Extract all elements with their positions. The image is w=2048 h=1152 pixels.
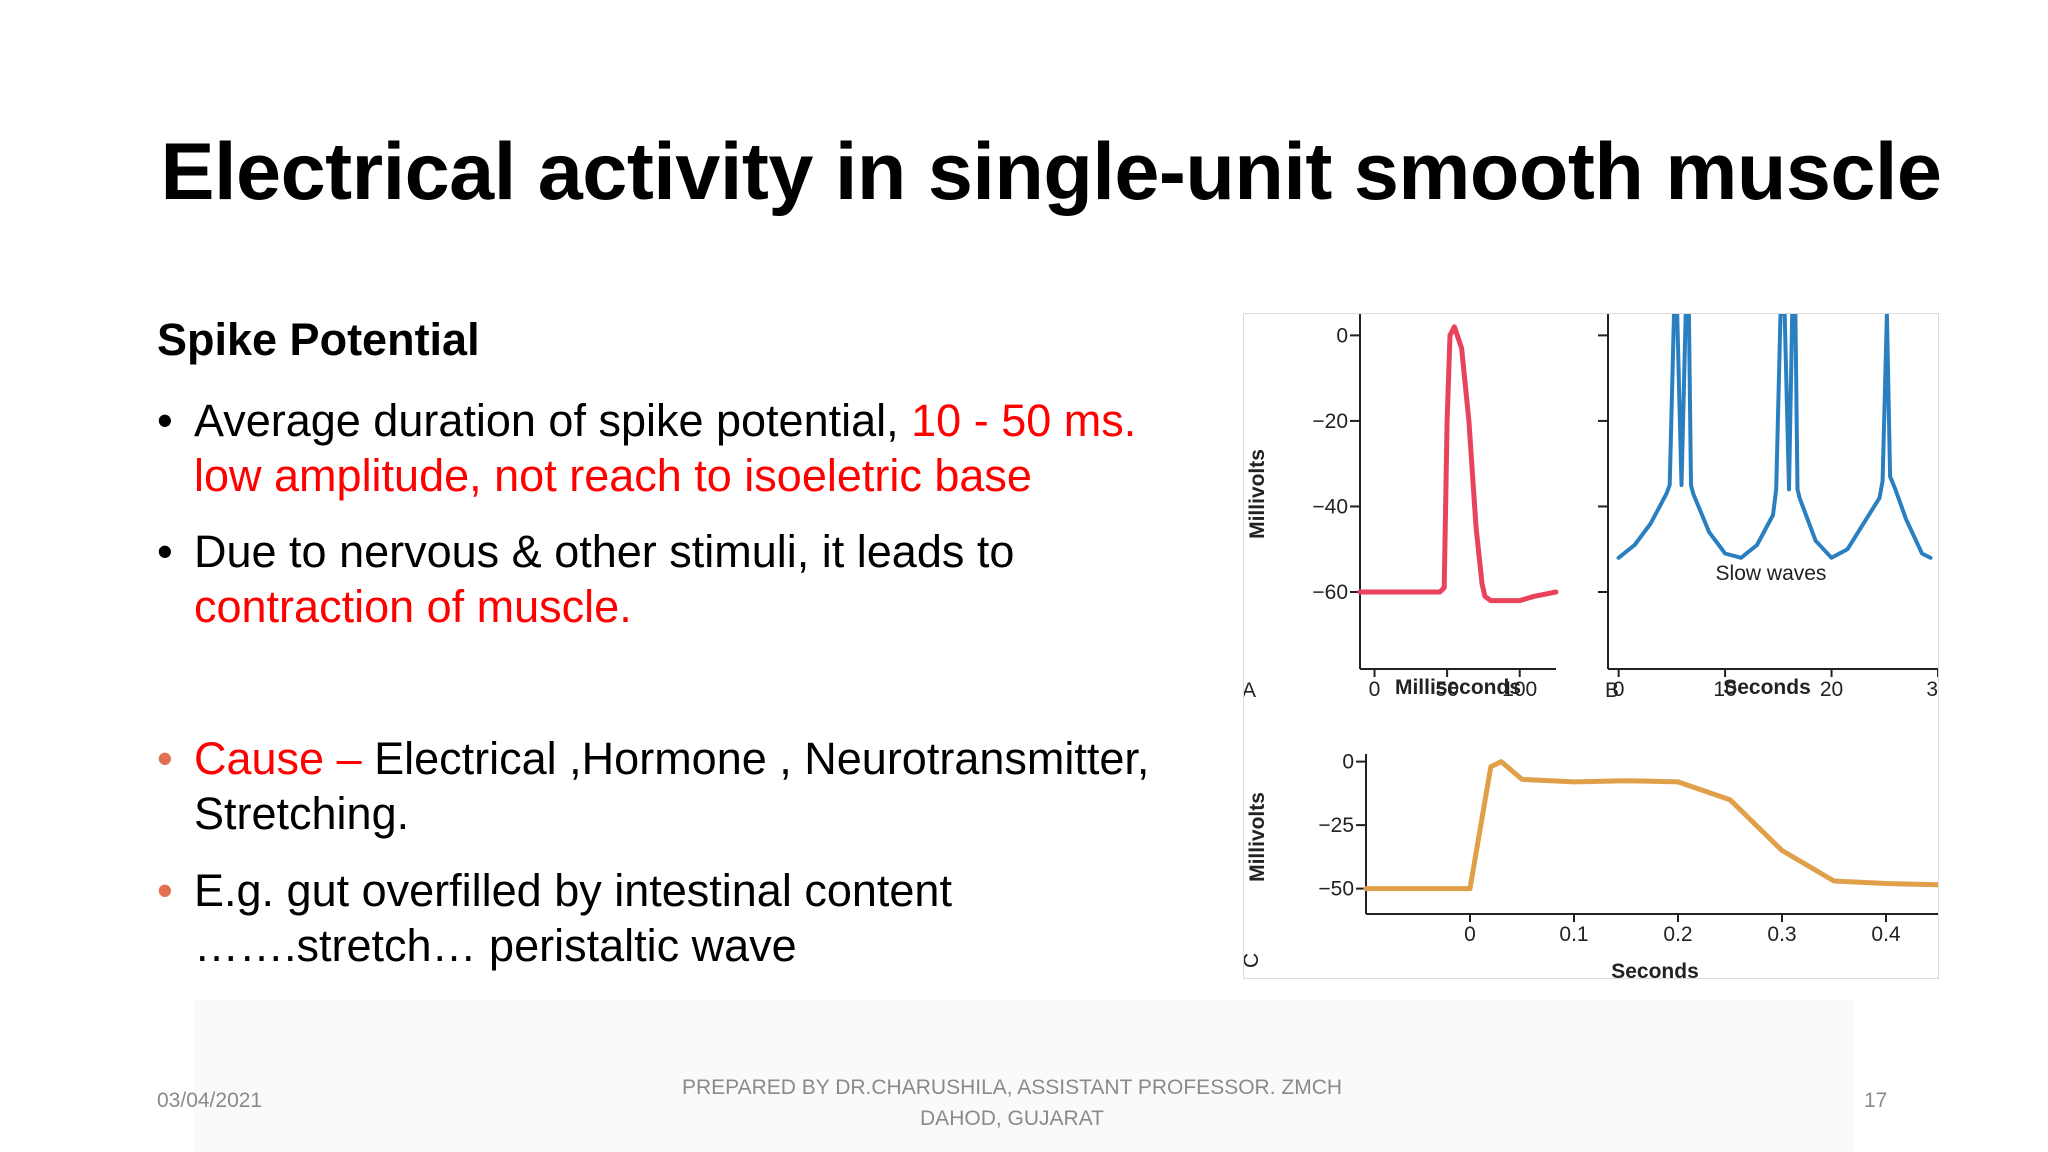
panel-c-y-ticks: 0 −25 −50	[1318, 751, 1366, 901]
panel-c-y-label: Millivolts	[1246, 792, 1269, 882]
bullet-line: contraction of muscle.	[194, 581, 632, 632]
footer-credit: PREPARED BY DR.CHARUSHILA, ASSISTANT PRO…	[650, 1072, 1374, 1134]
panel-a-x-ticks: 0 50 100	[1369, 669, 1537, 701]
text-run-highlight: 10 - 50 ms.	[911, 395, 1137, 446]
panel-b-x-tick-label: 0	[1613, 678, 1625, 701]
footer-date: 03/04/2021	[157, 1089, 263, 1112]
panel-b-x-tick-label: 30	[1926, 678, 1938, 701]
footer-page-number: 17	[1864, 1089, 1888, 1112]
bullet-line: low amplitude, not reach to isoeletric b…	[194, 450, 1032, 501]
panel-c-y-tick-label: 0	[1342, 751, 1354, 774]
panel-c-y-tick-label: −25	[1318, 814, 1354, 837]
panel-b-letter: B	[1605, 679, 1619, 702]
panel-c-x-label: Seconds	[1611, 960, 1699, 978]
bullet-dot: •	[157, 733, 173, 784]
panel-a-y-ticks: 0 −20 −40 −60	[1312, 324, 1360, 604]
bullet-dot: •	[157, 395, 173, 446]
panel-c-x-ticks: 0 0.1 0.2 0.3 0.4	[1464, 914, 1901, 946]
panel-a-y-tick-label: −40	[1312, 495, 1348, 518]
bullet-line: Stretching.	[194, 788, 410, 839]
bullet-dot: •	[157, 526, 173, 577]
bullet-line: Due to nervous & other stimuli, it leads…	[194, 526, 1015, 577]
bullet-text: Average duration of spike potential, 10 …	[194, 393, 1136, 503]
panel-b-x-tick-label: 10	[1713, 678, 1736, 701]
footer-shade	[193, 1000, 1853, 1152]
bullet-line: Cause – Electrical ,Hormone , Neurotrans…	[194, 731, 1149, 786]
panel-a-y-tick-label: 0	[1336, 324, 1348, 347]
panel-b-annotation: Slow waves	[1716, 562, 1827, 585]
panel-c-x-tick-label: 0.3	[1767, 923, 1796, 946]
figure-svg: 0−20−40−60 0 50 100 Millivolts Millisecond…	[1244, 314, 1938, 978]
text-run: Electrical ,Hormone , Neurotransmitter,	[374, 733, 1150, 784]
panel-b-slow-wave-curve	[1616, 314, 1933, 560]
panel-c-plateau-curve	[1363, 759, 1938, 892]
panel-a-x-tick-label: 100	[1502, 678, 1537, 701]
panel-c-letter: C	[1244, 953, 1263, 968]
panel-a-y-label: Millivolts	[1246, 449, 1269, 539]
bullet-text: Due to nervous & other stimuli, it leads…	[194, 524, 1014, 634]
bullet-dot: •	[157, 865, 173, 916]
figure-electrical-recordings: 0 −20 −40 −60 0 50 100 Millivolts Millisecond…	[1243, 313, 1939, 979]
bullet-line: E.g. gut overfilled by intestinal conten…	[194, 865, 952, 916]
footer-credit-line: PREPARED BY DR.CHARUSHILA, ASSISTANT PRO…	[681, 1076, 1343, 1099]
panel-a-spike-curve	[1357, 324, 1559, 604]
panel-a-y-tick-label: −60	[1312, 581, 1348, 604]
panel-a-x-tick-label: 0	[1369, 678, 1381, 701]
footer-credit-line: DAHOD, GUJARAT	[920, 1107, 1104, 1130]
panel-c-x-tick-label: 0.1	[1559, 923, 1588, 946]
subheading: Spike Potential	[157, 314, 480, 365]
text-run: Average duration of spike potential,	[194, 395, 912, 446]
panel-c-x-tick-label: 0	[1464, 923, 1476, 946]
panel-c-x-tick-label: 0.4	[1871, 923, 1901, 946]
bullet-line: …….stretch… peristaltic wave	[194, 920, 797, 971]
panel-a-x-label: Milliseconds	[1395, 676, 1521, 699]
panel-a-x-tick-label: 50	[1435, 678, 1458, 701]
bullet-text: Cause – Electrical ,Hormone , Neurotrans…	[194, 731, 1149, 841]
panel-a-y-tick-label: −20	[1312, 410, 1348, 433]
bullet-line: Average duration of spike potential, 10 …	[194, 393, 1136, 448]
bullet-text: E.g. gut overfilled by intestinal conten…	[194, 863, 952, 973]
panel-a-letter: A	[1244, 679, 1256, 702]
panel-c-y-tick-label: −50	[1318, 878, 1354, 901]
text-run-highlight: Cause –	[194, 733, 375, 784]
panel-b-x-label: Seconds	[1723, 676, 1811, 699]
slide-title: Electrical activity in single-unit smoot…	[160, 127, 1942, 217]
panel-b-x-tick-label: 20	[1820, 678, 1843, 701]
panel-b-x-ticks: 0 10 20 30	[1613, 669, 1938, 701]
panel-b-y-ticks	[1598, 334, 1608, 594]
panel-c-x-tick-label: 0.2	[1663, 923, 1692, 946]
